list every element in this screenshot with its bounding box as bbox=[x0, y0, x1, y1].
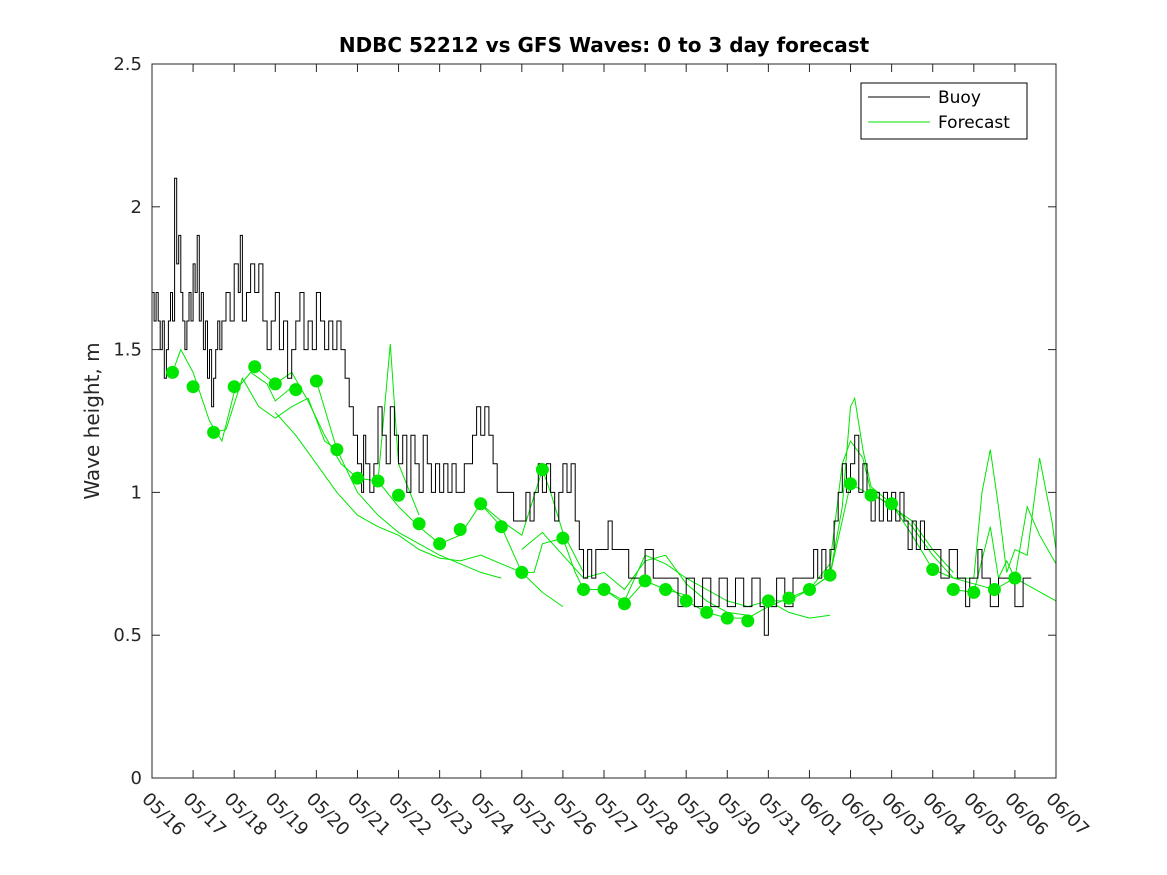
forecast-point-5 bbox=[248, 360, 262, 374]
forecast-line-4 bbox=[315, 380, 502, 579]
forecast-line-5 bbox=[274, 412, 564, 608]
forecast-point-12 bbox=[392, 488, 405, 502]
x-tick-label: 05/31 bbox=[754, 789, 806, 841]
forecast-point-19 bbox=[535, 463, 549, 477]
forecast-point-38 bbox=[946, 583, 960, 596]
forecast-point-41 bbox=[1008, 571, 1022, 585]
x-axis: 05/1605/1705/1805/1905/2005/2105/2205/23… bbox=[137, 64, 1093, 840]
y-tick-label: 2 bbox=[131, 197, 142, 218]
forecast-point-34 bbox=[844, 477, 857, 491]
x-tick-label: 05/25 bbox=[507, 789, 559, 841]
x-tick-label: 06/06 bbox=[1000, 789, 1052, 841]
y-tick-label: 1.5 bbox=[113, 340, 142, 361]
legend-label-buoy: Buoy bbox=[938, 88, 981, 108]
x-tick-label: 06/02 bbox=[836, 789, 888, 841]
forecast-point-13 bbox=[412, 517, 426, 531]
forecast-point-7 bbox=[289, 383, 303, 397]
plot-content bbox=[152, 177, 1057, 636]
x-tick-label: 05/22 bbox=[384, 789, 436, 841]
forecast-line-1 bbox=[172, 348, 297, 443]
x-tick-label: 05/26 bbox=[548, 789, 600, 841]
forecast-point-27 bbox=[700, 605, 714, 619]
forecast-point-25 bbox=[659, 583, 673, 596]
forecast-point-29 bbox=[741, 614, 755, 628]
y-axis: 0 0.5 1 1.5 2 2.5 bbox=[113, 54, 1056, 789]
forecast-point-40 bbox=[987, 583, 1001, 596]
forecast-point-26 bbox=[679, 594, 693, 608]
y-tick-label: 0.5 bbox=[113, 625, 142, 646]
x-tick-label: 05/27 bbox=[589, 789, 641, 841]
plot-area-frame bbox=[151, 63, 1057, 779]
forecast-point-31 bbox=[782, 591, 796, 605]
forecast-line-11 bbox=[768, 439, 954, 602]
forecast-point-10 bbox=[351, 471, 364, 485]
x-tick-label: 05/30 bbox=[713, 789, 765, 841]
forecast-point-3 bbox=[207, 425, 221, 439]
x-tick-label: 05/20 bbox=[302, 789, 354, 841]
x-tick-label: 05/28 bbox=[631, 789, 683, 841]
forecast-point-9 bbox=[330, 443, 344, 457]
forecast-point-30 bbox=[761, 594, 775, 608]
forecast-point-2 bbox=[186, 380, 200, 394]
x-tick-label: 05/21 bbox=[343, 789, 395, 841]
chart-title: NDBC 52212 vs GFS Waves: 0 to 3 day fore… bbox=[339, 33, 870, 57]
forecast-point-1 bbox=[166, 365, 179, 379]
forecast-line-8 bbox=[521, 531, 748, 616]
forecast-point-28 bbox=[720, 611, 734, 625]
x-tick-label: 06/04 bbox=[918, 789, 970, 841]
forecast-point-14 bbox=[433, 537, 447, 551]
legend: Buoy Forecast bbox=[860, 82, 1028, 140]
x-tick-label: 05/19 bbox=[261, 789, 313, 841]
legend-label-forecast: Forecast bbox=[938, 113, 1010, 133]
x-tick-label: 05/29 bbox=[672, 789, 724, 841]
forecast-point-24 bbox=[638, 574, 652, 588]
forecast-point-15 bbox=[453, 523, 467, 536]
y-axis-label: Wave height, m bbox=[80, 342, 104, 499]
forecast-point-22 bbox=[597, 583, 611, 596]
forecast-line-6 bbox=[377, 468, 584, 573]
legend-box bbox=[860, 82, 1028, 140]
forecast-point-21 bbox=[577, 583, 590, 596]
forecast-point-39 bbox=[967, 585, 981, 599]
forecast-point-23 bbox=[618, 597, 631, 611]
x-tick-label: 06/01 bbox=[795, 789, 847, 841]
y-tick-label: 0 bbox=[131, 768, 142, 789]
forecast-point-17 bbox=[494, 520, 508, 534]
x-tick-label: 05/23 bbox=[425, 789, 477, 841]
y-tick-label: 2.5 bbox=[113, 54, 142, 75]
x-tick-label: 06/07 bbox=[1041, 789, 1093, 841]
forecast-point-16 bbox=[474, 497, 488, 511]
x-tick-label: 05/18 bbox=[220, 789, 272, 841]
x-tick-label: 05/24 bbox=[466, 789, 518, 841]
x-tick-label: 06/05 bbox=[959, 789, 1011, 841]
forecast-point-6 bbox=[268, 377, 282, 391]
forecast-line-2 bbox=[213, 376, 338, 451]
forecast-point-4 bbox=[227, 380, 241, 394]
forecast-point-11 bbox=[371, 474, 385, 488]
forecast-point-32 bbox=[803, 583, 816, 596]
forecast-line-9 bbox=[603, 554, 831, 619]
y-tick-label: 1 bbox=[131, 482, 142, 503]
forecast-point-35 bbox=[864, 488, 878, 502]
forecast-line-13 bbox=[891, 449, 1057, 579]
forecast-line-3 bbox=[254, 343, 420, 516]
forecast-point-37 bbox=[926, 563, 940, 576]
forecast-point-36 bbox=[885, 497, 899, 511]
buoy-line bbox=[152, 177, 1032, 636]
x-tick-label: 05/16 bbox=[137, 789, 189, 841]
forecast-line-12 bbox=[809, 483, 1057, 602]
forecast-point-18 bbox=[515, 565, 529, 579]
forecast-point-8 bbox=[309, 374, 323, 388]
x-tick-label: 06/03 bbox=[877, 789, 929, 841]
forecast-point-20 bbox=[556, 531, 570, 545]
forecast-line-14 bbox=[953, 504, 1057, 593]
forecast-point-33 bbox=[823, 568, 837, 582]
x-tick-label: 05/17 bbox=[179, 789, 231, 841]
